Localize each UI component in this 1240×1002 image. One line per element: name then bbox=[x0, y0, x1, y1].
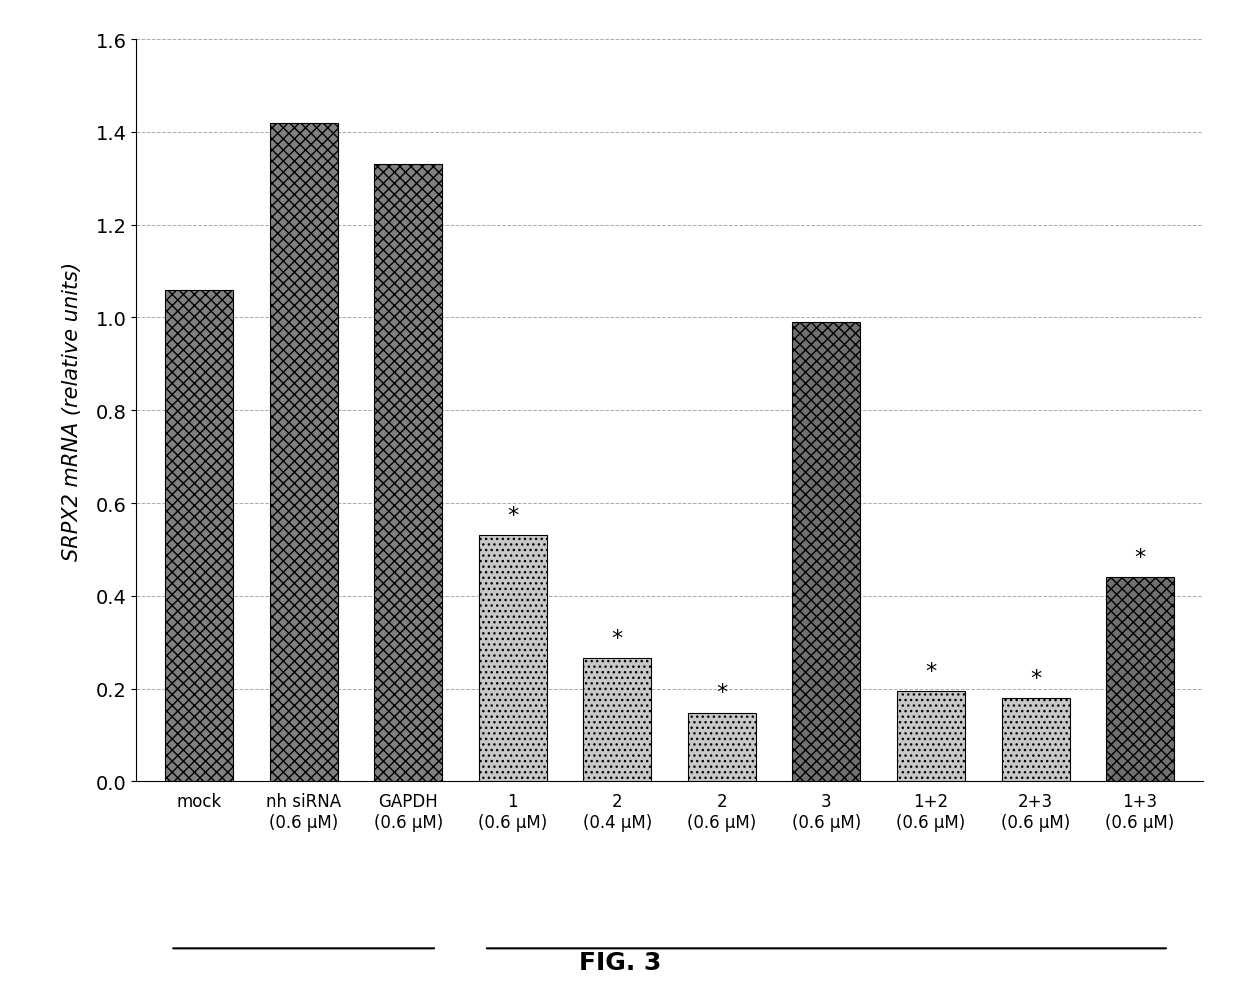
Bar bbox=[1002, 698, 1069, 782]
Y-axis label: SRPX2 mRNA (relative units): SRPX2 mRNA (relative units) bbox=[62, 262, 82, 560]
Bar bbox=[583, 658, 651, 782]
Text: *: * bbox=[507, 506, 518, 526]
Text: *: * bbox=[925, 661, 936, 681]
Bar bbox=[374, 165, 443, 782]
Text: FIG. 3: FIG. 3 bbox=[579, 950, 661, 974]
Text: *: * bbox=[717, 682, 728, 702]
Text: *: * bbox=[611, 628, 622, 648]
Bar bbox=[688, 713, 756, 782]
Bar bbox=[897, 691, 965, 782]
Text: *: * bbox=[1135, 547, 1146, 567]
Bar bbox=[270, 123, 337, 782]
Bar bbox=[479, 536, 547, 782]
Bar bbox=[792, 323, 861, 782]
Bar bbox=[165, 291, 233, 782]
Text: *: * bbox=[1030, 668, 1042, 688]
Bar bbox=[1106, 577, 1174, 782]
